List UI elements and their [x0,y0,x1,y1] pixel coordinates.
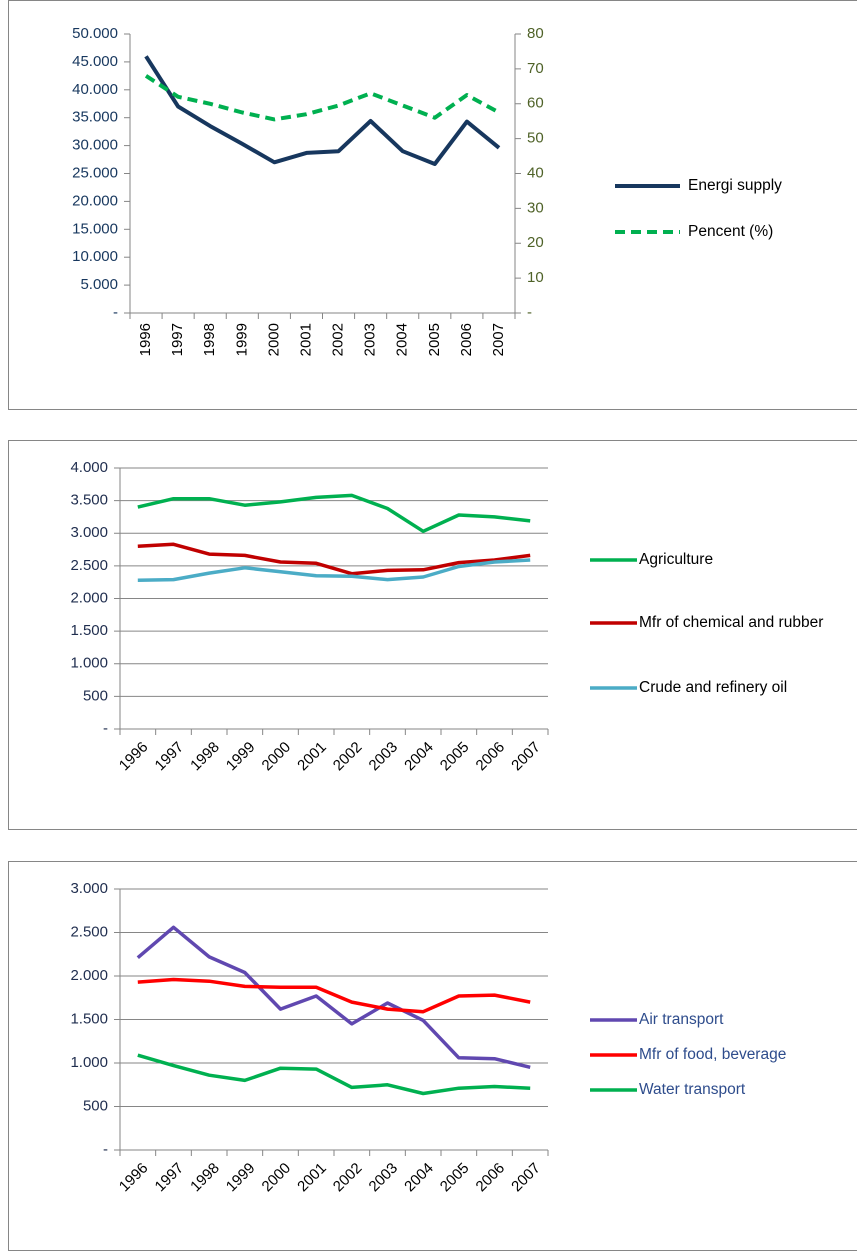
y-tick-label: - [103,720,108,737]
y-tick-label: 4.000 [70,459,108,476]
x-tick-label: 2003 [366,739,402,775]
y-tick-label: 1.000 [70,655,108,672]
y-tick-label: 30.000 [72,137,118,154]
x-tick-label: 2006 [473,739,509,775]
x-tick-label: 2000 [259,739,295,775]
y-tick-label: 500 [83,1097,108,1114]
x-tick-label: 2002 [330,739,366,775]
y2-tick-label: 70 [527,60,544,77]
y-tick-label: - [103,1141,108,1158]
x-tick-label: 2007 [490,323,507,356]
series-line [137,558,531,582]
x-tick-label: 1999 [223,739,259,775]
chart-frame [8,440,857,830]
chart-frame [8,0,857,410]
x-tick-label: 2004 [401,1160,437,1196]
y2-tick-label: 60 [527,95,544,112]
series-line [136,925,531,1070]
x-tick-label: 2005 [437,739,473,775]
y-tick-label: 5.000 [80,276,118,293]
y2-tick-label: 20 [527,234,544,251]
legend-label: Crude and refinery oil [639,679,788,696]
x-tick-label: 1996 [116,1160,152,1196]
y-tick-label: 1.500 [70,622,108,639]
legend-label: Mfr of food, beverage [639,1046,787,1063]
y-tick-label: 2.000 [70,589,108,606]
legend-label: Water transport [639,1081,746,1098]
x-tick-label: 2000 [259,1160,295,1196]
x-tick-label: 1996 [116,739,152,775]
x-tick-label: 2003 [362,323,379,356]
x-tick-label: 2001 [297,323,314,356]
y2-tick-label: 80 [527,25,544,42]
y2-tick-label: 10 [527,269,544,286]
legend-label: Agriculture [639,551,714,568]
x-tick-label: 1998 [201,323,218,356]
x-tick-label: 2005 [426,323,443,356]
x-tick-label: 2003 [366,1160,402,1196]
y-tick-label: 50.000 [72,25,118,42]
y-tick-label: 3.000 [70,524,108,541]
y2-tick-label: - [527,304,532,321]
x-tick-label: 1999 [223,1160,259,1196]
y-tick-label: 2.500 [70,923,108,940]
y-tick-label: 35.000 [72,109,118,126]
legend-label: Mfr of chemical and rubber [639,614,824,631]
y-tick-label: 15.000 [72,220,118,237]
y2-tick-label: 50 [527,130,544,147]
x-tick-label: 2000 [265,323,282,356]
y-tick-label: 3.000 [70,880,108,897]
x-tick-label: 2005 [437,1160,473,1196]
x-tick-label: 1998 [187,739,223,775]
y-tick-label: - [113,304,118,321]
y2-tick-label: 30 [527,199,544,216]
x-tick-label: 1998 [187,1160,223,1196]
series-line [144,55,501,166]
y-tick-label: 2.000 [70,967,108,984]
y-tick-label: 1.500 [70,1010,108,1027]
x-tick-label: 2007 [508,1160,544,1196]
x-tick-label: 2004 [394,323,411,356]
y-tick-label: 10.000 [72,248,118,265]
y-tick-label: 2.500 [70,557,108,574]
x-tick-label: 2006 [458,323,475,356]
x-tick-label: 2002 [330,323,347,356]
legend-label: Pencent (%) [688,223,774,240]
series-line [137,977,531,1014]
x-tick-label: 2001 [294,739,330,775]
y-tick-label: 25.000 [72,164,118,181]
chart-frame [8,861,857,1251]
y-tick-label: 20.000 [72,192,118,209]
y-tick-label: 1.000 [70,1054,108,1071]
series-line [144,74,500,122]
series-line [137,1053,531,1096]
y-tick-label: 3.500 [70,492,108,509]
y-tick-label: 45.000 [72,53,118,70]
series-line [137,542,531,576]
x-tick-label: 2007 [508,739,544,775]
x-tick-label: 2004 [401,739,437,775]
x-tick-label: 1999 [233,323,250,356]
y-tick-label: 500 [83,687,108,704]
x-tick-label: 1997 [169,323,186,356]
x-tick-label: 2001 [294,1160,330,1196]
x-tick-label: 2006 [473,1160,509,1196]
x-tick-label: 1997 [152,1160,188,1196]
x-tick-label: 1996 [137,323,154,356]
legend-label: Energi supply [688,177,782,194]
series-line [137,493,531,534]
y-tick-label: 40.000 [72,81,118,98]
x-tick-label: 1997 [152,739,188,775]
legend-label: Air transport [639,1011,724,1028]
y2-tick-label: 40 [527,164,544,181]
x-tick-label: 2002 [330,1160,366,1196]
